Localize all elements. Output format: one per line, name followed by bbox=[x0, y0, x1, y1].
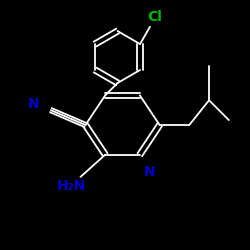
Text: Cl: Cl bbox=[148, 10, 162, 24]
Text: H₂N: H₂N bbox=[57, 180, 86, 194]
Text: N: N bbox=[144, 165, 156, 179]
Text: N: N bbox=[28, 97, 39, 111]
